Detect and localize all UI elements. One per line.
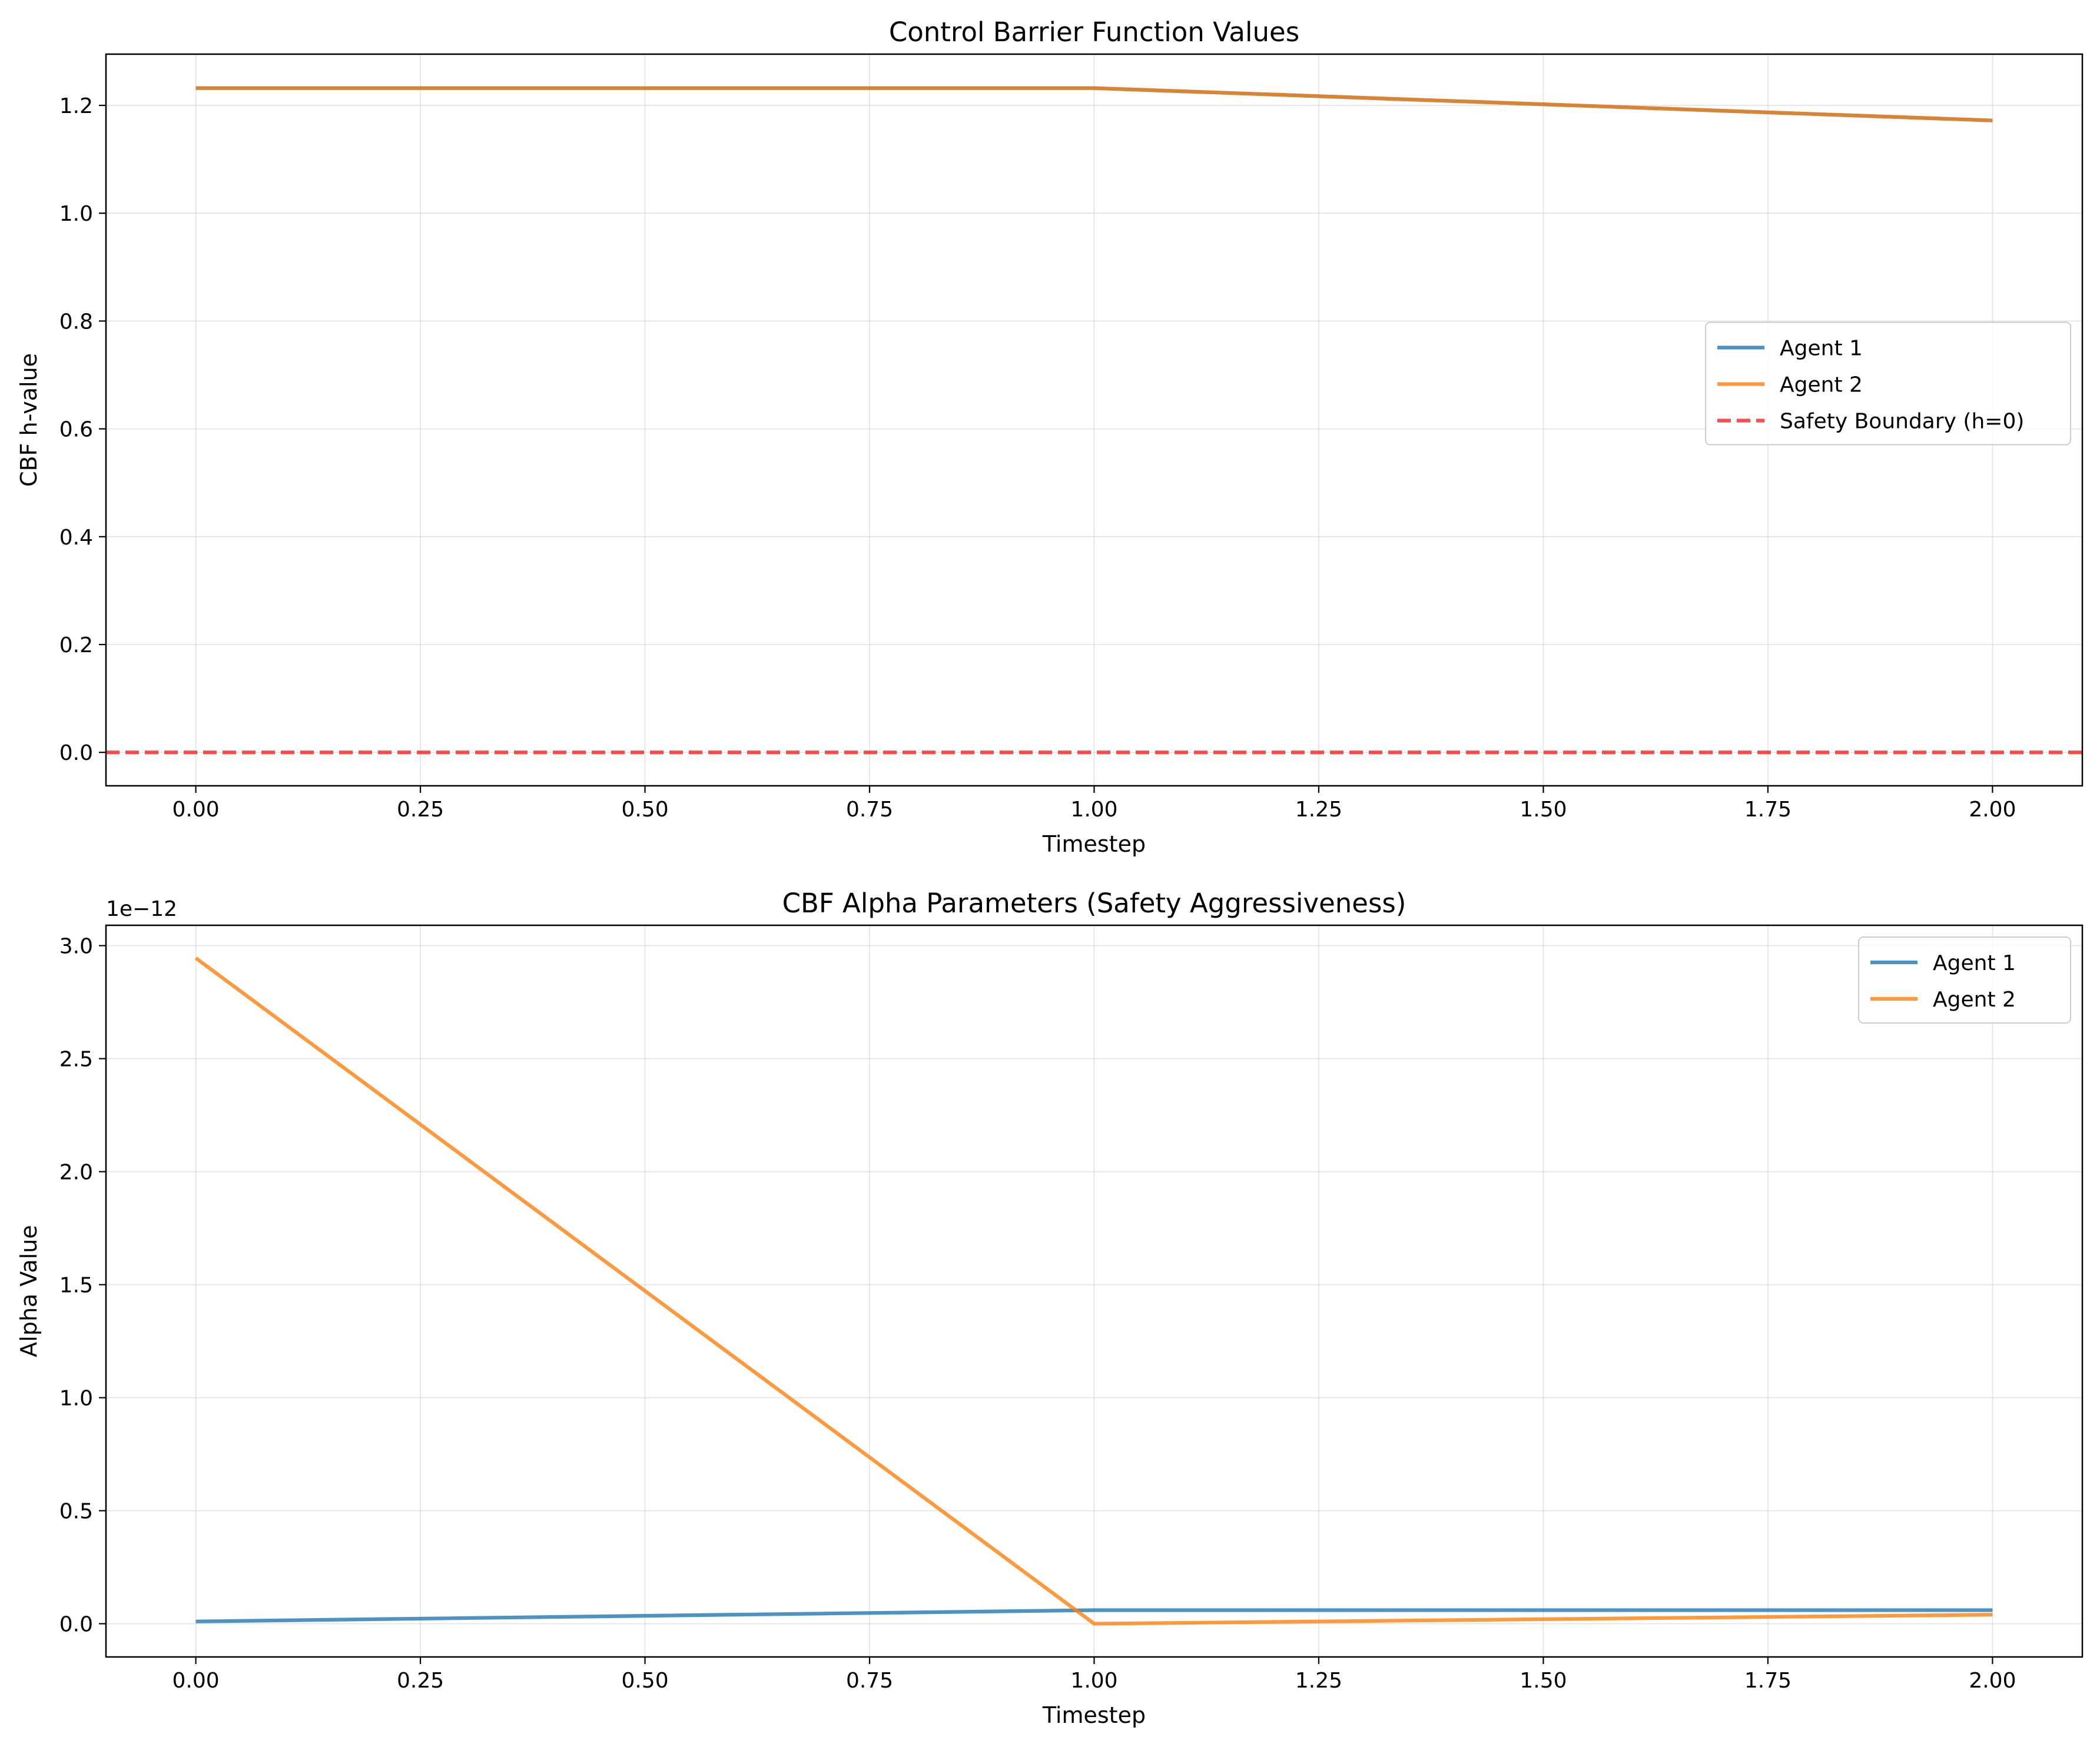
y-tick-label: 1.0 [59,202,93,226]
x-tick-label: 0.75 [846,1669,893,1693]
legend-box [1705,321,2071,446]
x-tick-label: 2.00 [1969,1669,2016,1693]
x-tick-label: 0.50 [621,798,668,822]
x-tick-label: 1.00 [1070,798,1117,822]
y-tick-label: 2.0 [59,1161,93,1185]
x-axis-label: Timestep [1042,831,1146,857]
x-tick-label: 0.00 [172,798,220,822]
y-tick-label: 0.2 [59,633,93,657]
x-tick-label: 1.25 [1295,1669,1342,1693]
y-tick-label: 1.0 [59,1387,93,1411]
y-tick-label: 1.5 [59,1274,93,1298]
x-axis-label: Timestep [1042,1702,1146,1728]
legend-label: Agent 2 [1780,373,1863,397]
x-tick-label: 0.75 [846,798,893,822]
y-tick-label: 0.4 [59,526,93,550]
grid [106,925,2082,1657]
x-tick-label: 0.50 [621,1669,668,1693]
y-axis-label: Alpha Value [16,1225,42,1357]
series-group [194,956,1993,1626]
y-tick-label: 0.8 [59,310,93,334]
series-line-agent-2 [195,86,1993,122]
y-tick-label: 0.0 [59,741,93,765]
legend-label: Agent 2 [1933,988,2016,1012]
y-ticks: 0.0 0.5 1.0 1.5 2.0 2.5 3.0 [59,935,106,1637]
series-line-agent-1 [195,1608,1993,1623]
legend-label: Agent 1 [1780,337,1863,361]
y-tick-label: 0.6 [59,418,93,442]
y-axis-label: CBF h-value [16,353,42,487]
legend-label: Agent 1 [1933,951,2016,975]
x-tick-label: 0.00 [172,1669,220,1693]
y-tick-label: 2.5 [59,1048,93,1072]
cbf-alpha-panel: 0.00 0.25 0.50 0.75 1.00 1.25 1.50 1.75 2.00 0.0… [16,888,2084,1728]
series-group [106,86,2082,755]
legend: Agent 1 Agent 2 [1858,936,2071,1024]
x-tick-label: 1.50 [1520,1669,1567,1693]
y-ticks: 0.0 0.2 0.4 0.6 0.8 1.0 1.2 [59,94,106,765]
x-tick-label: 1.00 [1070,1669,1117,1693]
x-tick-label: 1.25 [1295,798,1342,822]
legend: Agent 1 Agent 2 Safety Boundary (h=0) [1705,321,2071,446]
chart-title: Control Barrier Function Values [889,16,1299,48]
series-line-agent-2 [194,956,1993,1626]
y-tick-label: 0.0 [59,1613,93,1637]
x-tick-label: 1.75 [1744,798,1792,822]
y-tick-label: 3.0 [59,935,93,959]
legend-label: Safety Boundary (h=0) [1780,410,2024,434]
x-tick-label: 1.75 [1744,1669,1792,1693]
legend-box [1858,936,2071,1024]
chart-title: CBF Alpha Parameters (Safety Aggressiven… [782,888,1406,919]
y-axis-offset-text: 1e−12 [106,897,177,921]
x-ticks: 0.00 0.25 0.50 0.75 1.00 1.25 1.50 1.75 2.00 [172,786,2016,822]
x-ticks: 0.00 0.25 0.50 0.75 1.00 1.25 1.50 1.75 2.00 [172,1657,2016,1693]
x-tick-label: 0.25 [397,1669,444,1693]
x-tick-label: 2.00 [1969,798,2016,822]
x-tick-label: 0.25 [397,798,444,822]
x-tick-label: 1.50 [1520,798,1567,822]
y-tick-label: 1.2 [59,94,93,118]
cbf-h-value-panel: 0.00 0.25 0.50 0.75 1.00 1.25 1.50 1.75 2.00 0.0… [16,16,2084,857]
y-tick-label: 0.5 [59,1500,93,1524]
